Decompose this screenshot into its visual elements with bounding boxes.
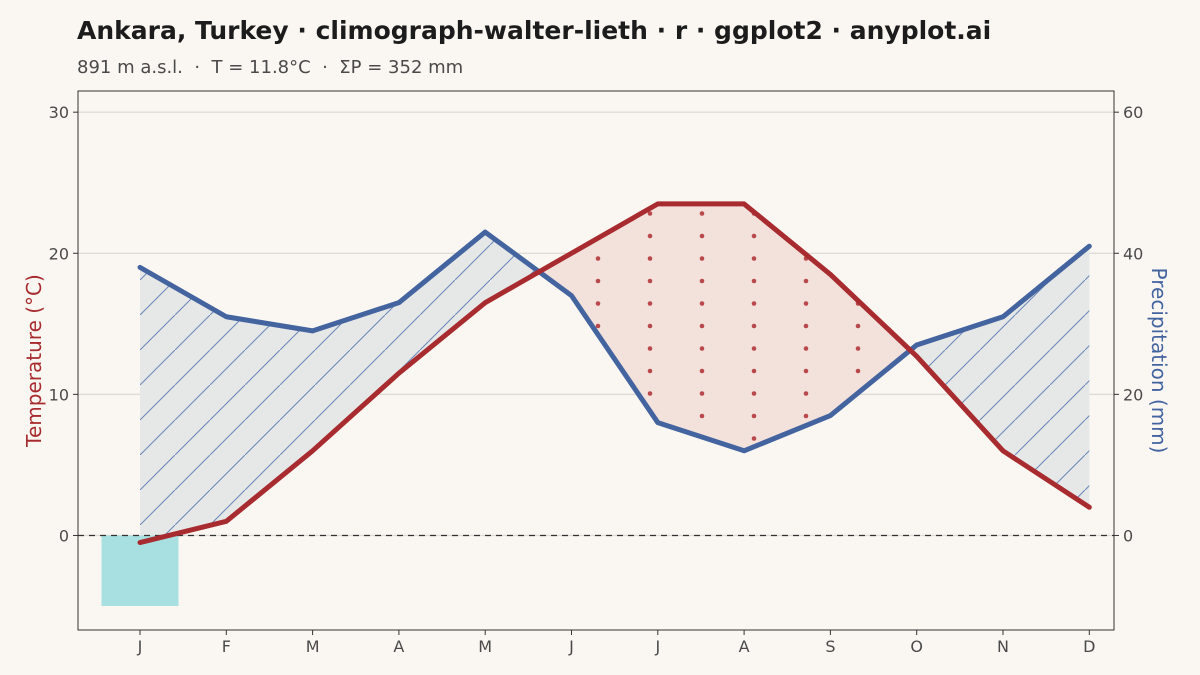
plot-border (77, 90, 1115, 631)
x-tick-label: F (222, 637, 231, 656)
x-tick-label: A (739, 637, 750, 656)
chart-subtitle: 891 m a.s.l. · T = 11.8°C · ΣP = 352 mm (77, 57, 464, 78)
right-tick-label: 60 (1123, 103, 1143, 122)
left-tick-label: 10 (49, 385, 69, 404)
right-tick-label: 0 (1123, 526, 1133, 545)
x-tick-label: J (654, 637, 660, 656)
x-tick-label: O (910, 637, 923, 656)
y2-axis-title: Precipitation (mm) (1147, 268, 1171, 454)
x-tick-label: J (568, 637, 574, 656)
left-tick-label: 0 (59, 526, 69, 545)
y-axis-title: Temperature (°C) (22, 274, 46, 448)
x-tick-label: J (137, 637, 143, 656)
precipitation-line (137, 229, 1092, 454)
frost-bar (101, 535, 179, 607)
humid-hatching (140, 232, 540, 543)
x-tick-label: A (393, 637, 404, 656)
right-tick-label: 20 (1123, 385, 1143, 404)
left-tick-label: 30 (49, 103, 69, 122)
left-tick-label: 20 (49, 244, 69, 263)
x-tick-label: N (997, 637, 1009, 656)
x-tick-label: S (825, 637, 835, 656)
x-tick-label: M (306, 637, 320, 656)
x-tick-label: D (1083, 637, 1095, 656)
temperature-line (137, 201, 1092, 546)
chart-title: Ankara, Turkey · climograph-walter-lieth… (77, 16, 992, 45)
x-tick-label: M (478, 637, 492, 656)
humid-hatching (910, 246, 1090, 508)
right-tick-label: 40 (1123, 244, 1143, 263)
